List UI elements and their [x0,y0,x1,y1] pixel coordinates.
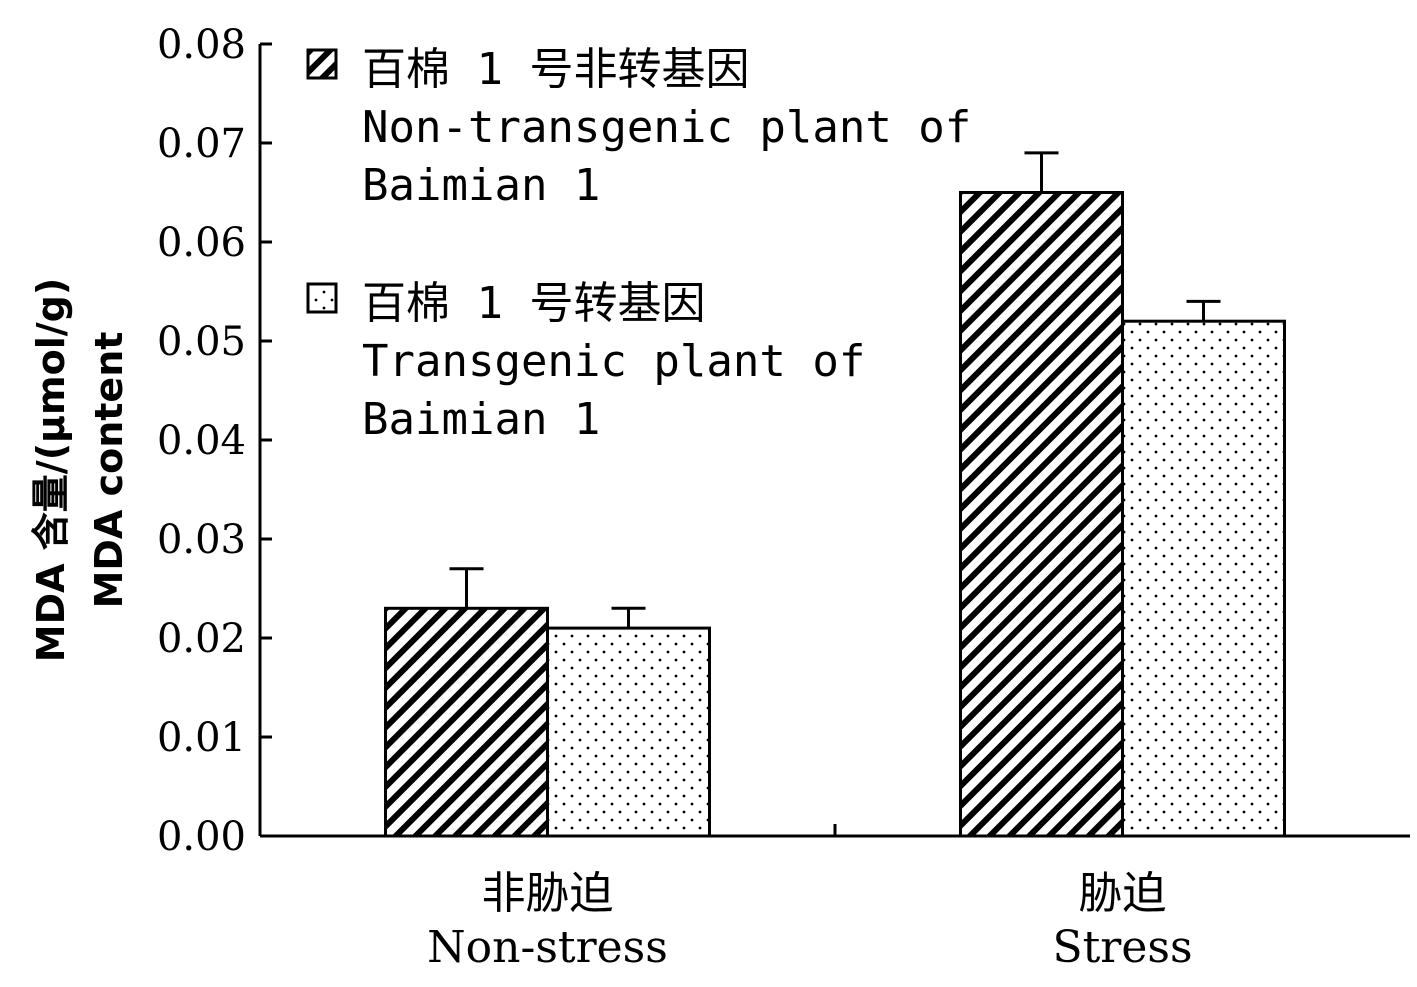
y-axis: 0.00 0.01 0.02 0.03 0.04 0.05 0.06 0.07 0.08 [157,22,272,860]
legend-swatch [306,48,338,80]
x-axis: 非胁迫 Non-stress 胁迫 Stress [260,824,1410,973]
legend: 百棉 1 号非转基因 Non-transgenic plant of Baimian… [306,44,971,445]
y-axis-title: MDA 含量/(μmol/g) MDA content [29,278,131,662]
y-axis-label: MDA 含量/(μmol/g) MDA content [29,278,131,662]
legend-swatch [306,282,338,314]
bar [959,191,1124,838]
y-tick-label: 0.06 [157,220,246,266]
y-tick-label: 0.00 [157,814,246,860]
bar [384,606,549,838]
y-tick-label: 0.04 [157,418,246,464]
y-tick-label: 0.07 [157,121,246,167]
x-category-label: 非胁迫 Non-stress [427,868,668,973]
y-tick-label: 0.05 [157,319,246,365]
legend-label: 百棉 1 号非转基因 Non-transgenic plant of Baimian… [362,44,971,211]
y-tick-label: 0.03 [157,517,246,563]
y-tick-label: 0.08 [157,22,246,68]
bars [384,151,1286,838]
bar [1121,319,1286,838]
bar [546,626,711,838]
x-category-label: 胁迫 Stress [1052,868,1192,973]
y-tick-label: 0.01 [157,715,246,761]
legend-label: 百棉 1 号转基因 Transgenic plant of Baimian 1 [362,278,865,445]
y-tick-label: 0.02 [157,616,246,662]
